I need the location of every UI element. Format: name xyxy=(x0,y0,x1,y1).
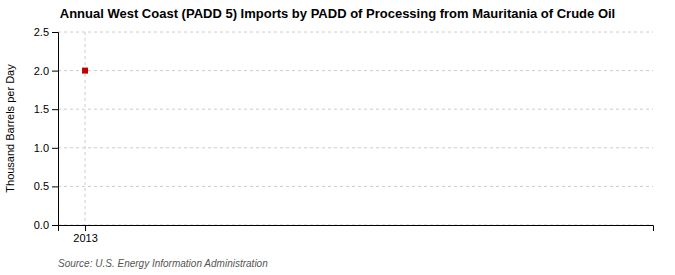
tick-mark xyxy=(85,225,86,231)
tick: 2013 xyxy=(73,225,97,244)
tick: 0.0 xyxy=(34,219,58,231)
x-axis: 2013 xyxy=(59,225,654,244)
tick-mark xyxy=(52,109,58,110)
axis-line xyxy=(52,33,59,226)
grid-line xyxy=(58,70,653,71)
tick: 1.5 xyxy=(34,103,58,115)
point xyxy=(82,68,88,74)
tick: 1.0 xyxy=(34,142,58,154)
tick: 0.5 xyxy=(34,180,58,192)
tick-mark xyxy=(52,32,58,33)
title: Annual West Coast (PADD 5) Imports by PA… xyxy=(60,6,615,21)
tick-mark xyxy=(52,148,58,149)
tick-label: 0.0 xyxy=(34,219,49,231)
tick-mark xyxy=(52,186,58,187)
tick: 2.0 xyxy=(34,65,58,77)
grid-line xyxy=(58,186,653,187)
y-axis: 0.0 0.5 1.0 1.5 2.0 2.5 xyxy=(34,26,59,231)
chart: 2013 0.0 0.5 1.0 1.5 2.0 2.5 Annual West Coast … xyxy=(0,0,675,275)
tick: 2.5 xyxy=(34,26,58,38)
plot: 2013 0.0 0.5 1.0 1.5 2.0 2.5 xyxy=(34,26,654,244)
grid xyxy=(58,32,653,225)
tick-label: 2013 xyxy=(73,232,97,244)
tick-mark xyxy=(52,225,58,226)
annotation: Source: U.S. Energy Information Administ… xyxy=(58,258,268,269)
y-axis-title: Thousand Barrels per Day xyxy=(4,64,16,193)
tick-label: 2.5 xyxy=(34,26,49,38)
axis-line xyxy=(59,226,654,232)
grid-line xyxy=(85,32,86,225)
tick-label: 2.0 xyxy=(34,65,49,77)
marks xyxy=(82,68,88,74)
grid-line xyxy=(58,109,653,110)
grid-line xyxy=(58,32,653,33)
tick-label: 1.5 xyxy=(34,103,49,115)
tick-label: 0.5 xyxy=(34,180,49,192)
tick-mark xyxy=(52,71,58,72)
tick-label: 1.0 xyxy=(34,142,49,154)
grid-line xyxy=(58,147,653,148)
